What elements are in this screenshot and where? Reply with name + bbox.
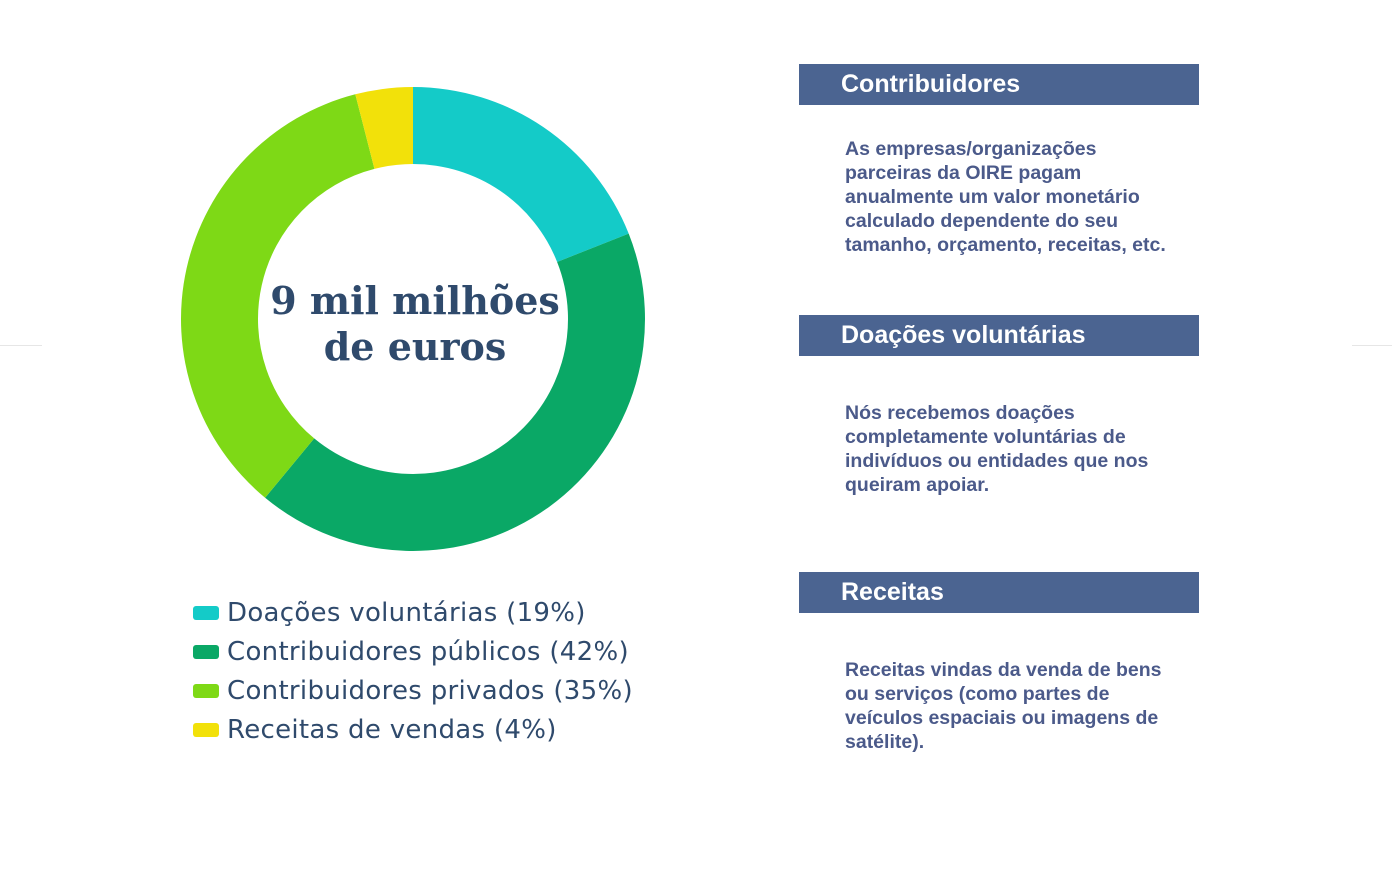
- body-line: Receitas vindas da venda de bens: [845, 659, 1162, 681]
- body-line: parceiras da OIRE pagam: [845, 162, 1082, 184]
- section-header-contribuidores: Contribuidores: [799, 64, 1199, 105]
- legend-label: Doações voluntárias (19%): [227, 597, 586, 628]
- body-line: tamanho, orçamento, receitas, etc.: [845, 234, 1166, 256]
- body-line: Nós recebemos doações: [845, 402, 1075, 424]
- body-line: As empresas/organizações: [845, 138, 1097, 160]
- section-body-contribuidores: As empresas/organizações parceiras da OI…: [845, 137, 1245, 257]
- section-body-doacoes: Nós recebemos doações completamente volu…: [845, 401, 1245, 497]
- donut-center-label: 9 mil milhões de euros: [230, 278, 600, 370]
- donut-chart: [181, 87, 645, 551]
- legend-item-vendas: Receitas de vendas (4%): [193, 710, 633, 749]
- legend-label: Contribuidores privados (35%): [227, 675, 633, 706]
- right-edge-line: [1352, 345, 1392, 346]
- donut-slice-2: [181, 94, 375, 498]
- body-line: ou serviços (como partes de: [845, 683, 1110, 705]
- center-label-line-1: 9 mil milhões: [270, 278, 560, 323]
- body-line: indivíduos ou entidades que nos: [845, 450, 1149, 472]
- legend-label: Receitas de vendas (4%): [227, 714, 557, 745]
- chart-legend: Doações voluntárias (19%) Contribuidores…: [193, 593, 633, 749]
- legend-item-publicos: Contribuidores públicos (42%): [193, 632, 633, 671]
- left-edge-line: [0, 345, 42, 346]
- body-line: anualmente um valor monetário: [845, 186, 1140, 208]
- body-line: completamente voluntárias de: [845, 426, 1126, 448]
- donut-slice-1: [265, 233, 645, 551]
- section-header-doacoes: Doações voluntárias: [799, 315, 1199, 356]
- legend-item-doacoes: Doações voluntárias (19%): [193, 593, 633, 632]
- center-label-line-2: de euros: [323, 324, 507, 369]
- body-line: calculado dependente do seu: [845, 210, 1119, 232]
- section-header-receitas: Receitas: [799, 572, 1199, 613]
- donut-slice-3: [355, 87, 413, 169]
- donut-slice-0: [413, 87, 629, 262]
- section-body-receitas: Receitas vindas da venda de bens ou serv…: [845, 658, 1245, 754]
- legend-swatch: [193, 605, 219, 620]
- legend-swatch: [193, 683, 219, 698]
- legend-swatch: [193, 644, 219, 659]
- legend-item-privados: Contribuidores privados (35%): [193, 671, 633, 710]
- body-line: queiram apoiar.: [845, 474, 990, 496]
- body-line: satélite).: [845, 731, 925, 753]
- legend-label: Contribuidores públicos (42%): [227, 636, 629, 667]
- body-line: veículos espaciais ou imagens de: [845, 707, 1159, 729]
- legend-swatch: [193, 722, 219, 737]
